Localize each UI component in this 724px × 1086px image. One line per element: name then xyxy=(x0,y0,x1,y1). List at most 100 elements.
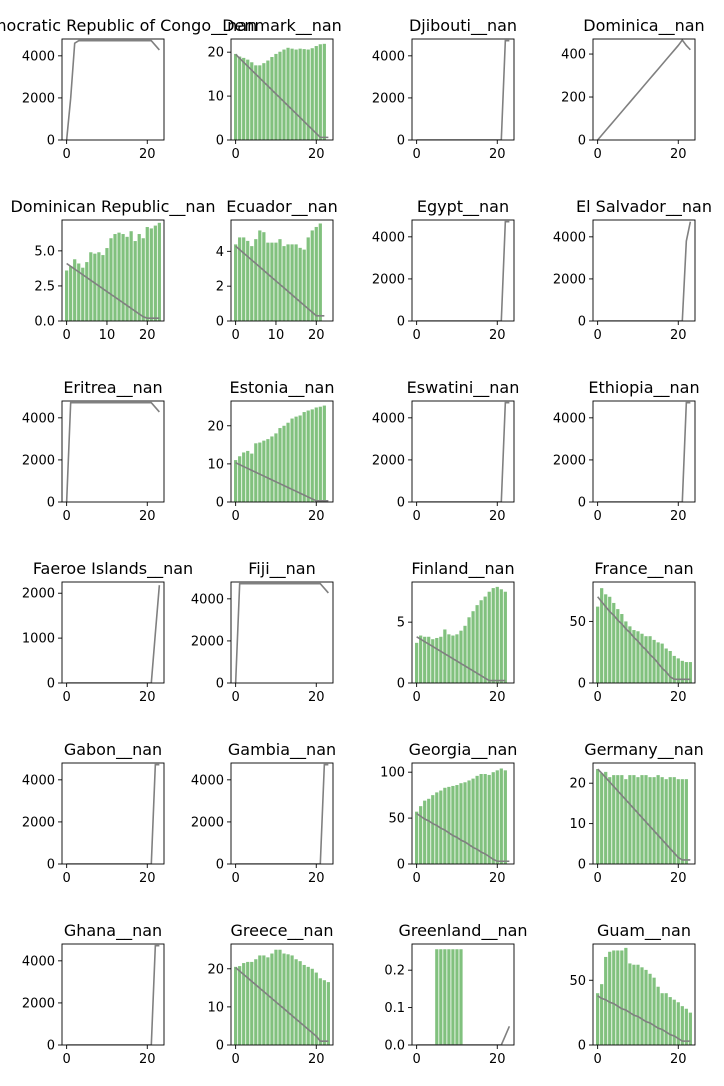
y-tick-label: 2000 xyxy=(22,453,55,468)
x-tick-label: 0 xyxy=(412,690,420,705)
bar xyxy=(427,798,431,864)
bar xyxy=(612,602,616,683)
y-tick-label: 4 xyxy=(216,245,224,260)
y-tick-label: 0 xyxy=(216,134,224,149)
bar xyxy=(459,630,463,683)
axes-frame xyxy=(230,762,334,865)
subplot: 0 2000 4000 0 20 Djibouti__nan xyxy=(372,16,517,162)
y-tick-label: 0.2 xyxy=(384,964,405,979)
bar xyxy=(628,775,632,864)
x-tick-label: 20 xyxy=(308,690,325,705)
bar xyxy=(254,239,258,321)
y-tick-label: 2000 xyxy=(191,815,224,830)
bar xyxy=(443,949,447,1045)
subplot: 0 1000 2000 0 20 Faeroe Islands__nan xyxy=(22,559,193,705)
y-tick-label: 4000 xyxy=(22,773,55,788)
series-line xyxy=(416,1025,511,1045)
bar xyxy=(318,44,322,140)
y-tick-label: 2.5 xyxy=(34,279,55,294)
bar xyxy=(455,785,459,864)
bar xyxy=(435,949,439,1045)
bar xyxy=(688,1012,692,1045)
x-tick-label: 0 xyxy=(412,147,420,162)
y-tick-label: 0 xyxy=(216,315,224,330)
bar xyxy=(318,406,322,502)
bar xyxy=(415,811,419,864)
bar xyxy=(250,246,254,321)
y-tick-label: 2 xyxy=(216,280,224,295)
y-tick-label: 0 xyxy=(47,134,55,149)
y-tick-label: 4000 xyxy=(22,411,55,426)
subplot-title: France__nan xyxy=(594,559,693,579)
x-tick-label: 20 xyxy=(139,328,156,343)
x-tick-label: 0 xyxy=(412,328,420,343)
axes-frame xyxy=(61,38,165,141)
axes-frame xyxy=(61,581,165,684)
y-tick-label: 4000 xyxy=(553,230,586,245)
x-tick-label: 10 xyxy=(99,328,116,343)
bar xyxy=(656,986,660,1045)
subplot-title: Gabon__nan xyxy=(64,740,162,760)
axes-frame xyxy=(411,943,515,1046)
bar xyxy=(290,48,294,140)
subplot: 0 10 20 0 20 Denmark__nan xyxy=(207,16,341,162)
subplot-title: Ethiopia__nan xyxy=(588,378,699,398)
bar xyxy=(234,244,238,321)
bar xyxy=(467,617,471,683)
bar xyxy=(499,589,503,683)
bar xyxy=(636,631,640,683)
bar xyxy=(314,972,318,1045)
bar xyxy=(310,48,314,140)
x-tick-label: 0 xyxy=(593,147,601,162)
x-tick-label: 20 xyxy=(670,509,687,524)
subplot-title: Gambia__nan xyxy=(228,740,336,760)
subplot: 0 10 20 0 20 Estonia__nan xyxy=(207,378,334,524)
bar xyxy=(262,63,266,140)
subplot-title: Dominican Republic__nan xyxy=(10,197,215,217)
subplot-title: Democratic Republic of Congo__nan xyxy=(0,16,257,36)
subplot: 0 10 20 0 20 Greece__nan xyxy=(207,921,333,1067)
bar xyxy=(278,428,282,502)
x-tick-label: 20 xyxy=(489,328,506,343)
bar xyxy=(318,978,322,1045)
bar xyxy=(298,48,302,140)
bar xyxy=(471,611,475,683)
subplot: 0 50 0 20 France__nan xyxy=(569,559,696,705)
bar xyxy=(495,586,499,683)
y-tick-label: 10 xyxy=(207,457,224,472)
bar xyxy=(676,1002,680,1045)
bar xyxy=(234,53,238,140)
bar xyxy=(648,973,652,1045)
y-tick-label: 0.0 xyxy=(34,315,55,330)
bar xyxy=(664,648,668,683)
bar xyxy=(85,262,89,321)
series-line xyxy=(66,585,161,683)
x-tick-label: 20 xyxy=(308,871,325,886)
x-tick-label: 0 xyxy=(593,690,601,705)
bar xyxy=(443,787,447,864)
y-tick-label: 20 xyxy=(207,46,224,61)
axes-frame xyxy=(230,38,334,141)
bar xyxy=(129,231,133,321)
bar xyxy=(483,596,487,683)
bar xyxy=(608,596,612,683)
bar xyxy=(282,425,286,502)
y-tick-label: 4000 xyxy=(372,230,405,245)
bar xyxy=(278,949,282,1045)
x-tick-label: 20 xyxy=(670,871,687,886)
subplot-title: Denmark__nan xyxy=(222,16,342,36)
subplot: 0 2 4 0 10 20 Ecuador__nan xyxy=(216,197,338,343)
bar xyxy=(290,955,294,1045)
bar xyxy=(475,775,479,864)
bar xyxy=(672,655,676,683)
y-tick-label: 2000 xyxy=(22,91,55,106)
bar xyxy=(105,248,109,321)
subplot: 0 2000 4000 0 20 Ghana__nan xyxy=(22,921,165,1067)
axes-frame xyxy=(61,219,165,322)
subplot-title: Eritrea__nan xyxy=(63,378,162,398)
bar xyxy=(286,422,290,502)
series-line xyxy=(66,262,160,319)
x-tick-label: 20 xyxy=(670,690,687,705)
bar xyxy=(628,626,632,683)
bar xyxy=(314,46,318,140)
